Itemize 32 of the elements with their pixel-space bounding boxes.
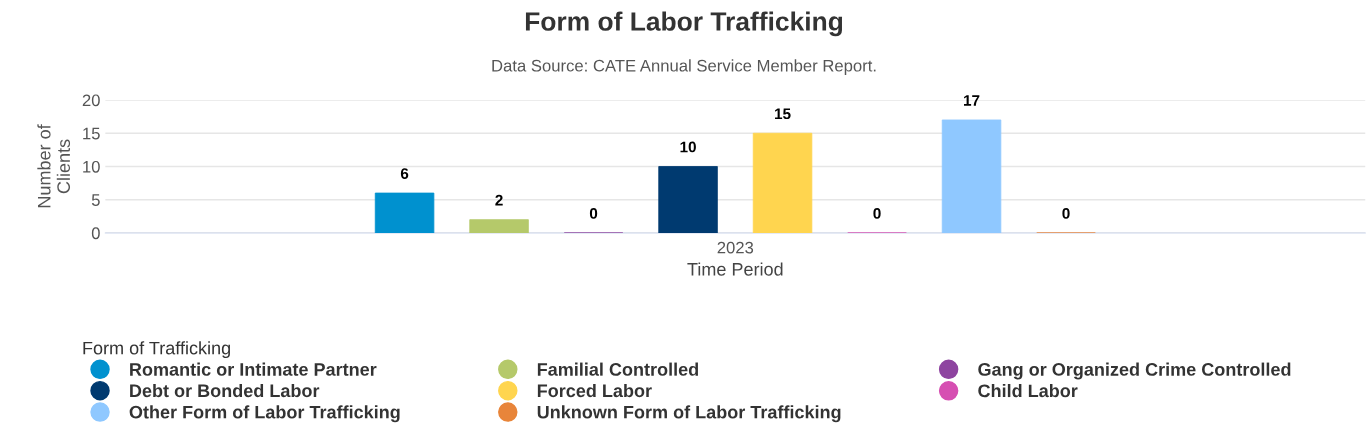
x-axis-title: Time Period	[687, 262, 783, 276]
bar	[469, 219, 529, 233]
data-label: 0	[589, 208, 598, 219]
chart-subtitle: Data Source: CATE Annual Service Member Report.	[492, 59, 876, 75]
bar	[941, 119, 1002, 233]
data-label: 2	[495, 194, 503, 206]
legend-label: Gang or Organized Crime Controlled	[978, 362, 1291, 380]
legend-label: Child Labor	[978, 383, 1078, 398]
data-label: 17	[964, 95, 980, 106]
data-label: 10	[680, 141, 696, 153]
legend-label: Debt or Bonded Labor	[130, 383, 320, 398]
data-label: 0	[873, 208, 881, 219]
chart-title: Form of Labor Trafficking	[525, 11, 843, 37]
y-tick-label: 20	[82, 94, 100, 107]
y-axis-title: Number of Clients	[37, 124, 71, 208]
data-label: 6	[400, 168, 409, 179]
data-label: 0	[1062, 208, 1070, 219]
legend-label: Romantic or Intimate Partner	[130, 362, 377, 376]
legend-label: Unknown Form of Labor Trafficking	[537, 405, 841, 423]
bar	[752, 132, 813, 233]
legend-title: Form of Trafficking	[83, 341, 230, 359]
legend-label: Forced Labor	[537, 383, 652, 398]
bar	[658, 166, 718, 233]
y-tick-label: 15	[83, 127, 100, 140]
legend-label: Familial Controlled	[537, 362, 698, 376]
bar	[374, 192, 435, 233]
legend-label: Other Form of Labor Trafficking	[129, 405, 400, 423]
y-tick-label: 5	[91, 194, 100, 206]
data-label: 15	[775, 108, 791, 120]
x-tick-label: 2023	[717, 241, 754, 254]
y-tick-label: 10	[83, 160, 100, 173]
y-tick-label: 0	[91, 227, 100, 240]
